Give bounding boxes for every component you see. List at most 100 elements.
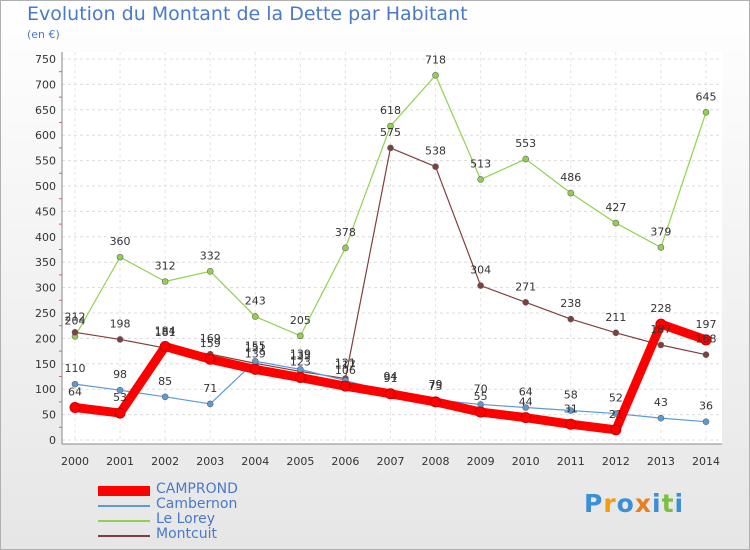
data-label: 718 bbox=[425, 53, 446, 66]
data-point bbox=[432, 71, 439, 79]
data-label: 645 bbox=[695, 90, 716, 103]
legend-label: CAMPROND bbox=[156, 481, 238, 497]
data-label: 71 bbox=[203, 382, 217, 395]
data-label: 139 bbox=[245, 347, 266, 360]
data-label: 64 bbox=[519, 385, 533, 398]
data-label: 304 bbox=[470, 264, 491, 277]
legend-swatch bbox=[98, 535, 150, 537]
data-point bbox=[475, 406, 487, 418]
x-tick-label: 2001 bbox=[106, 455, 134, 468]
data-label: 427 bbox=[605, 201, 626, 214]
data-label: 85 bbox=[158, 375, 172, 388]
data-point bbox=[432, 163, 439, 170]
data-point bbox=[249, 363, 261, 375]
y-tick-label: 0 bbox=[49, 434, 56, 447]
y-tick-label: 350 bbox=[35, 256, 56, 269]
data-point bbox=[384, 388, 396, 400]
data-label: 312 bbox=[155, 260, 176, 273]
data-label: 21 bbox=[609, 408, 623, 421]
data-point bbox=[610, 424, 622, 436]
x-tick-label: 2002 bbox=[151, 455, 179, 468]
x-tick-label: 2006 bbox=[331, 455, 359, 468]
y-tick-label: 50 bbox=[42, 409, 56, 422]
y-tick-label: 750 bbox=[35, 53, 56, 66]
x-tick-label: 2012 bbox=[602, 455, 630, 468]
data-label: 181 bbox=[155, 326, 176, 339]
data-point bbox=[116, 386, 124, 394]
y-tick-label: 650 bbox=[35, 104, 56, 117]
data-label: 123 bbox=[290, 356, 311, 369]
data-point bbox=[567, 407, 575, 414]
data-label: 139 bbox=[290, 347, 311, 360]
chart-subtitle: (en €) bbox=[27, 28, 60, 41]
data-point bbox=[161, 278, 169, 285]
x-tick-label: 2011 bbox=[557, 455, 585, 468]
data-label: 31 bbox=[564, 402, 578, 415]
data-label: 618 bbox=[380, 104, 401, 117]
data-label: 243 bbox=[245, 295, 266, 308]
data-label: 184 bbox=[155, 325, 176, 338]
data-point bbox=[69, 401, 81, 413]
legend-label: Cambernon bbox=[156, 496, 238, 512]
y-tick-label: 200 bbox=[35, 332, 56, 345]
data-point bbox=[522, 404, 530, 411]
data-point bbox=[657, 341, 665, 349]
data-label: 360 bbox=[110, 235, 131, 248]
data-label: 575 bbox=[380, 126, 401, 139]
data-label: 55 bbox=[474, 390, 488, 403]
data-point bbox=[206, 268, 214, 275]
data-label: 169 bbox=[200, 332, 221, 345]
data-label: 106 bbox=[335, 364, 356, 377]
data-label: 94 bbox=[383, 370, 397, 383]
x-tick-label: 2000 bbox=[61, 455, 89, 468]
data-point bbox=[116, 253, 124, 261]
data-label: 238 bbox=[560, 297, 581, 310]
data-point bbox=[612, 329, 620, 337]
data-label: 36 bbox=[699, 400, 713, 413]
x-tick-label: 2010 bbox=[512, 455, 540, 468]
data-point bbox=[477, 282, 484, 289]
data-point bbox=[206, 400, 214, 408]
data-point bbox=[520, 412, 532, 424]
data-label: 271 bbox=[515, 280, 536, 293]
legend-label: Montcuit bbox=[156, 526, 217, 542]
data-label: 135 bbox=[290, 349, 311, 362]
data-label: 513 bbox=[470, 157, 491, 170]
data-label: 53 bbox=[113, 391, 127, 404]
data-label: 159 bbox=[200, 337, 221, 350]
data-label: 52 bbox=[609, 392, 623, 405]
data-point bbox=[522, 299, 530, 306]
y-tick-label: 500 bbox=[35, 180, 56, 193]
data-point bbox=[522, 155, 530, 163]
data-point bbox=[430, 396, 442, 408]
data-point bbox=[657, 244, 665, 251]
data-point bbox=[114, 407, 126, 419]
data-point bbox=[702, 109, 710, 116]
data-point bbox=[657, 414, 665, 422]
data-label: 75 bbox=[429, 380, 443, 393]
data-point bbox=[655, 318, 667, 330]
data-label: 79 bbox=[429, 378, 443, 391]
y-tick-label: 600 bbox=[35, 129, 56, 142]
data-point bbox=[161, 393, 169, 401]
y-tick-label: 250 bbox=[35, 307, 56, 320]
line-chart: 0 50 100 150 200 250 300 350 400 450 500 550 600 650 7… bbox=[35, 52, 722, 468]
data-point bbox=[477, 176, 484, 183]
x-tick-label: 2003 bbox=[196, 455, 224, 468]
data-point bbox=[387, 122, 394, 130]
data-point bbox=[204, 353, 216, 365]
data-label: 151 bbox=[245, 341, 266, 354]
data-label: 121 bbox=[335, 357, 356, 370]
data-point bbox=[700, 334, 712, 346]
data-point bbox=[116, 336, 124, 343]
data-point bbox=[251, 313, 259, 320]
data-label: 91 bbox=[383, 372, 397, 385]
proxiti-logo: Proxiti bbox=[584, 489, 685, 518]
legend-swatch bbox=[98, 520, 150, 522]
data-label: 486 bbox=[560, 171, 581, 184]
y-tick-label: 400 bbox=[35, 231, 56, 244]
x-tick-label: 2013 bbox=[647, 455, 675, 468]
y-tick-label: 150 bbox=[35, 358, 56, 371]
legend-swatch bbox=[98, 486, 150, 496]
x-tick-label: 2008 bbox=[422, 455, 450, 468]
